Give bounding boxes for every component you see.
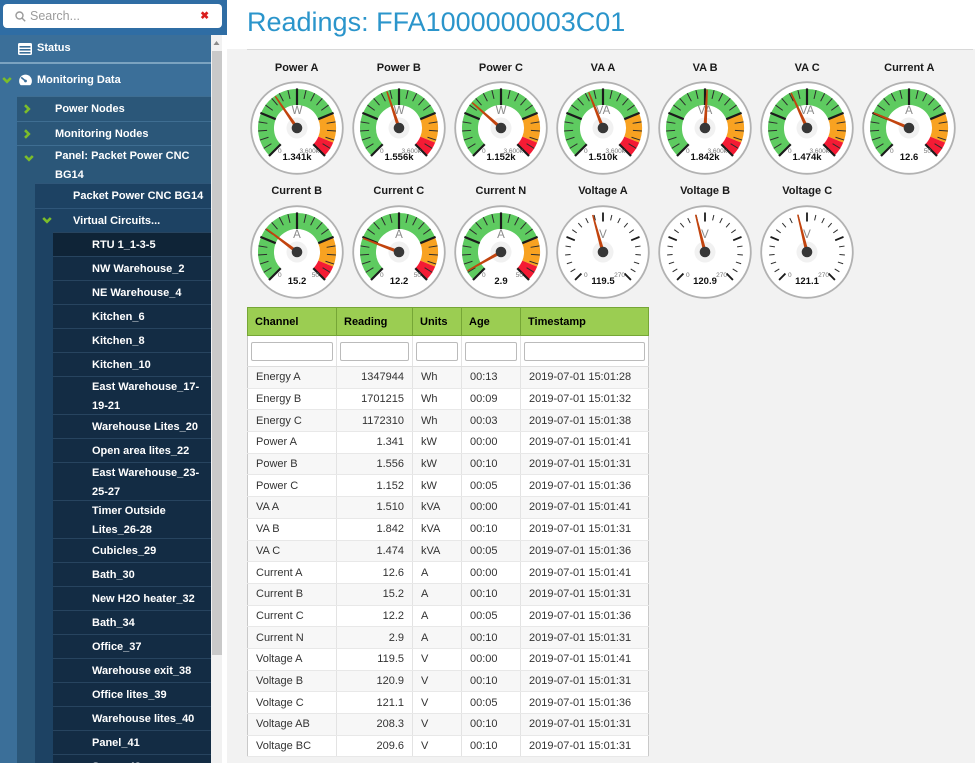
svg-text:50: 50 bbox=[516, 272, 524, 279]
svg-text:1.556k: 1.556k bbox=[384, 152, 414, 163]
svg-text:0: 0 bbox=[788, 272, 792, 279]
svg-text:50: 50 bbox=[924, 148, 932, 155]
svg-text:50: 50 bbox=[311, 272, 319, 279]
svg-text:0: 0 bbox=[890, 148, 894, 155]
svg-text:3.600k: 3.600k bbox=[605, 148, 625, 155]
svg-text:3.600k: 3.600k bbox=[708, 148, 728, 155]
svg-text:0: 0 bbox=[278, 148, 282, 155]
svg-text:12.2: 12.2 bbox=[390, 276, 409, 287]
svg-text:270: 270 bbox=[614, 272, 625, 279]
svg-text:0: 0 bbox=[686, 272, 690, 279]
svg-text:15.2: 15.2 bbox=[287, 276, 306, 287]
svg-text:119.5: 119.5 bbox=[591, 276, 615, 287]
svg-text:0: 0 bbox=[584, 272, 588, 279]
svg-text:270: 270 bbox=[716, 272, 727, 279]
svg-text:3.600k: 3.600k bbox=[299, 148, 319, 155]
svg-text:A: A bbox=[395, 229, 403, 241]
svg-text:120.9: 120.9 bbox=[693, 276, 717, 287]
svg-text:0: 0 bbox=[584, 148, 588, 155]
svg-text:3.600k: 3.600k bbox=[810, 148, 830, 155]
svg-text:1.341k: 1.341k bbox=[282, 152, 312, 163]
svg-text:121.1: 121.1 bbox=[795, 276, 819, 287]
svg-text:VA: VA bbox=[596, 105, 611, 117]
svg-text:V: V bbox=[599, 229, 607, 241]
svg-text:0: 0 bbox=[686, 148, 690, 155]
svg-text:W: W bbox=[291, 105, 302, 117]
svg-text:0: 0 bbox=[482, 272, 486, 279]
svg-text:12.6: 12.6 bbox=[900, 152, 919, 163]
svg-text:1.152k: 1.152k bbox=[486, 152, 516, 163]
svg-text:3.600k: 3.600k bbox=[401, 148, 421, 155]
svg-text:3.600k: 3.600k bbox=[503, 148, 523, 155]
svg-text:0: 0 bbox=[380, 272, 384, 279]
svg-text:0: 0 bbox=[482, 148, 486, 155]
svg-text:1.842k: 1.842k bbox=[691, 152, 721, 163]
svg-text:A: A bbox=[497, 229, 505, 241]
svg-text:VA: VA bbox=[800, 105, 815, 117]
svg-text:50: 50 bbox=[414, 272, 422, 279]
svg-text:0: 0 bbox=[380, 148, 384, 155]
svg-text:2.9: 2.9 bbox=[494, 276, 507, 287]
svg-text:0: 0 bbox=[278, 272, 282, 279]
svg-text:0: 0 bbox=[788, 148, 792, 155]
svg-text:W: W bbox=[393, 105, 404, 117]
svg-text:A: A bbox=[293, 229, 301, 241]
svg-text:V: V bbox=[803, 229, 811, 241]
svg-text:W: W bbox=[495, 105, 506, 117]
svg-text:1.474k: 1.474k bbox=[793, 152, 823, 163]
svg-text:V: V bbox=[701, 229, 709, 241]
svg-text:1.510k: 1.510k bbox=[588, 152, 618, 163]
svg-text:A: A bbox=[905, 105, 913, 117]
svg-text:270: 270 bbox=[818, 272, 829, 279]
